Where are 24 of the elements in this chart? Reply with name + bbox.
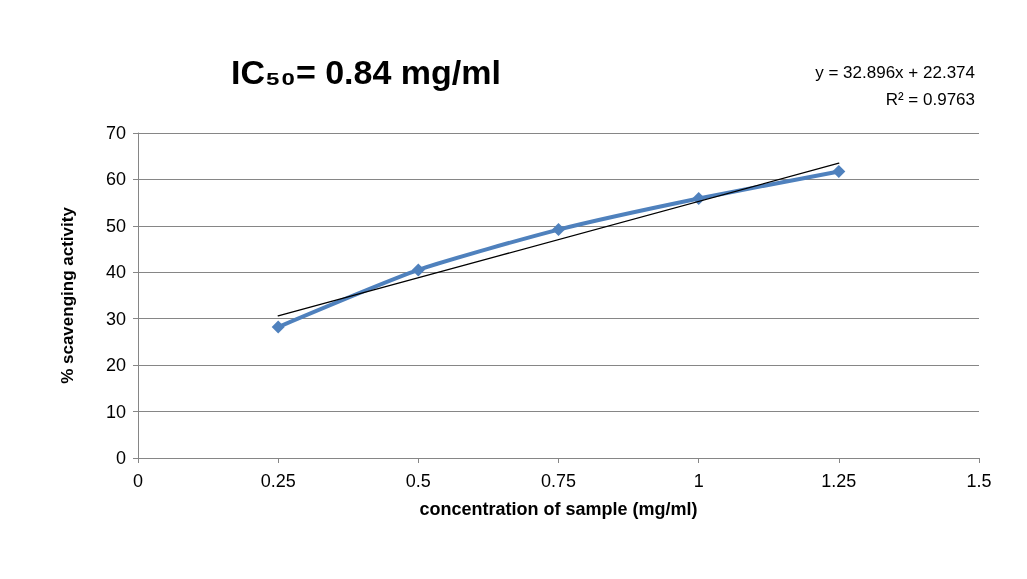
x-tick-label: 1 bbox=[693, 471, 704, 491]
x-tick-label: 1.25 bbox=[821, 471, 857, 491]
text: y = 32.896x + 22.374 bbox=[815, 63, 975, 82]
y-tick-label: 20 bbox=[105, 355, 126, 376]
x-tick-label: 0.25 bbox=[260, 471, 296, 491]
point bbox=[552, 223, 565, 237]
chart-title: IC₅₀= 0.84 mg/ml bbox=[231, 53, 501, 91]
y-tick-label: 0 bbox=[115, 448, 126, 468]
point bbox=[271, 320, 285, 334]
y-tick-label: 70 bbox=[105, 123, 126, 143]
x-tick-label: 0.75 bbox=[540, 471, 577, 491]
point bbox=[411, 263, 425, 277]
x-axis-title: concentration of sample (mg/ml) bbox=[419, 499, 698, 519]
x-tick-label: 1.5 bbox=[966, 471, 992, 491]
x-tick-label: 0 bbox=[132, 471, 144, 491]
x-tick-label: 0.5 bbox=[405, 471, 431, 491]
y-tick-label: 10 bbox=[105, 401, 126, 422]
point bbox=[832, 165, 846, 179]
y-tick-label: 60 bbox=[105, 169, 126, 190]
y-tick-label: 40 bbox=[105, 262, 126, 283]
text: R² = 0.9763 bbox=[885, 90, 975, 109]
y-tick-label: 50 bbox=[105, 215, 126, 236]
y-tick-label: 30 bbox=[105, 308, 126, 329]
y-axis-title: % scavenging activity bbox=[58, 206, 77, 384]
